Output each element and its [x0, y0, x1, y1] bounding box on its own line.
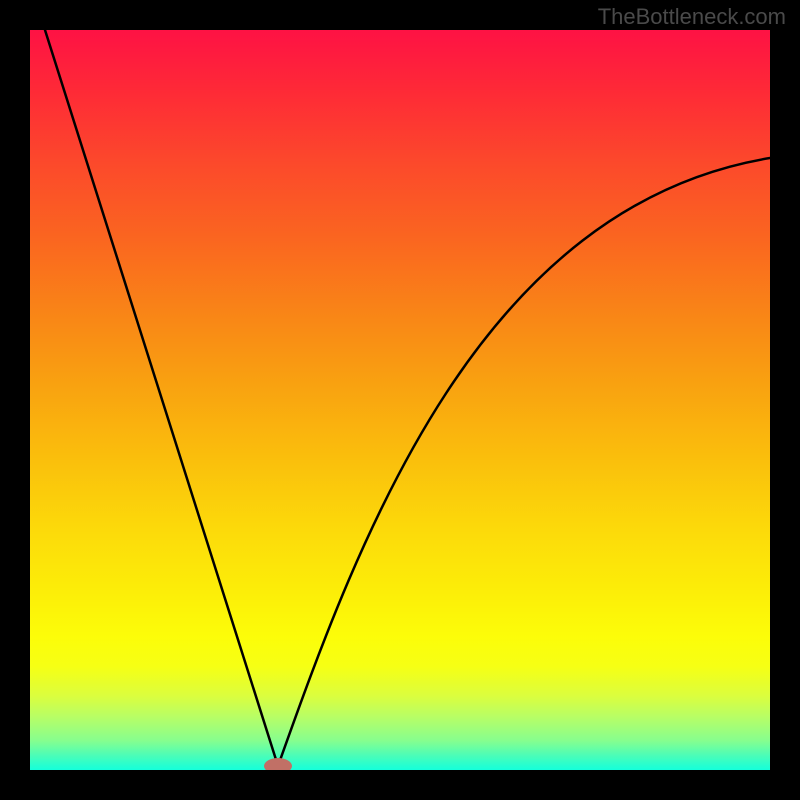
watermark-text: TheBottleneck.com	[598, 4, 786, 30]
plot-container	[30, 30, 770, 770]
chart-svg	[30, 30, 770, 770]
plot-background	[30, 30, 770, 770]
